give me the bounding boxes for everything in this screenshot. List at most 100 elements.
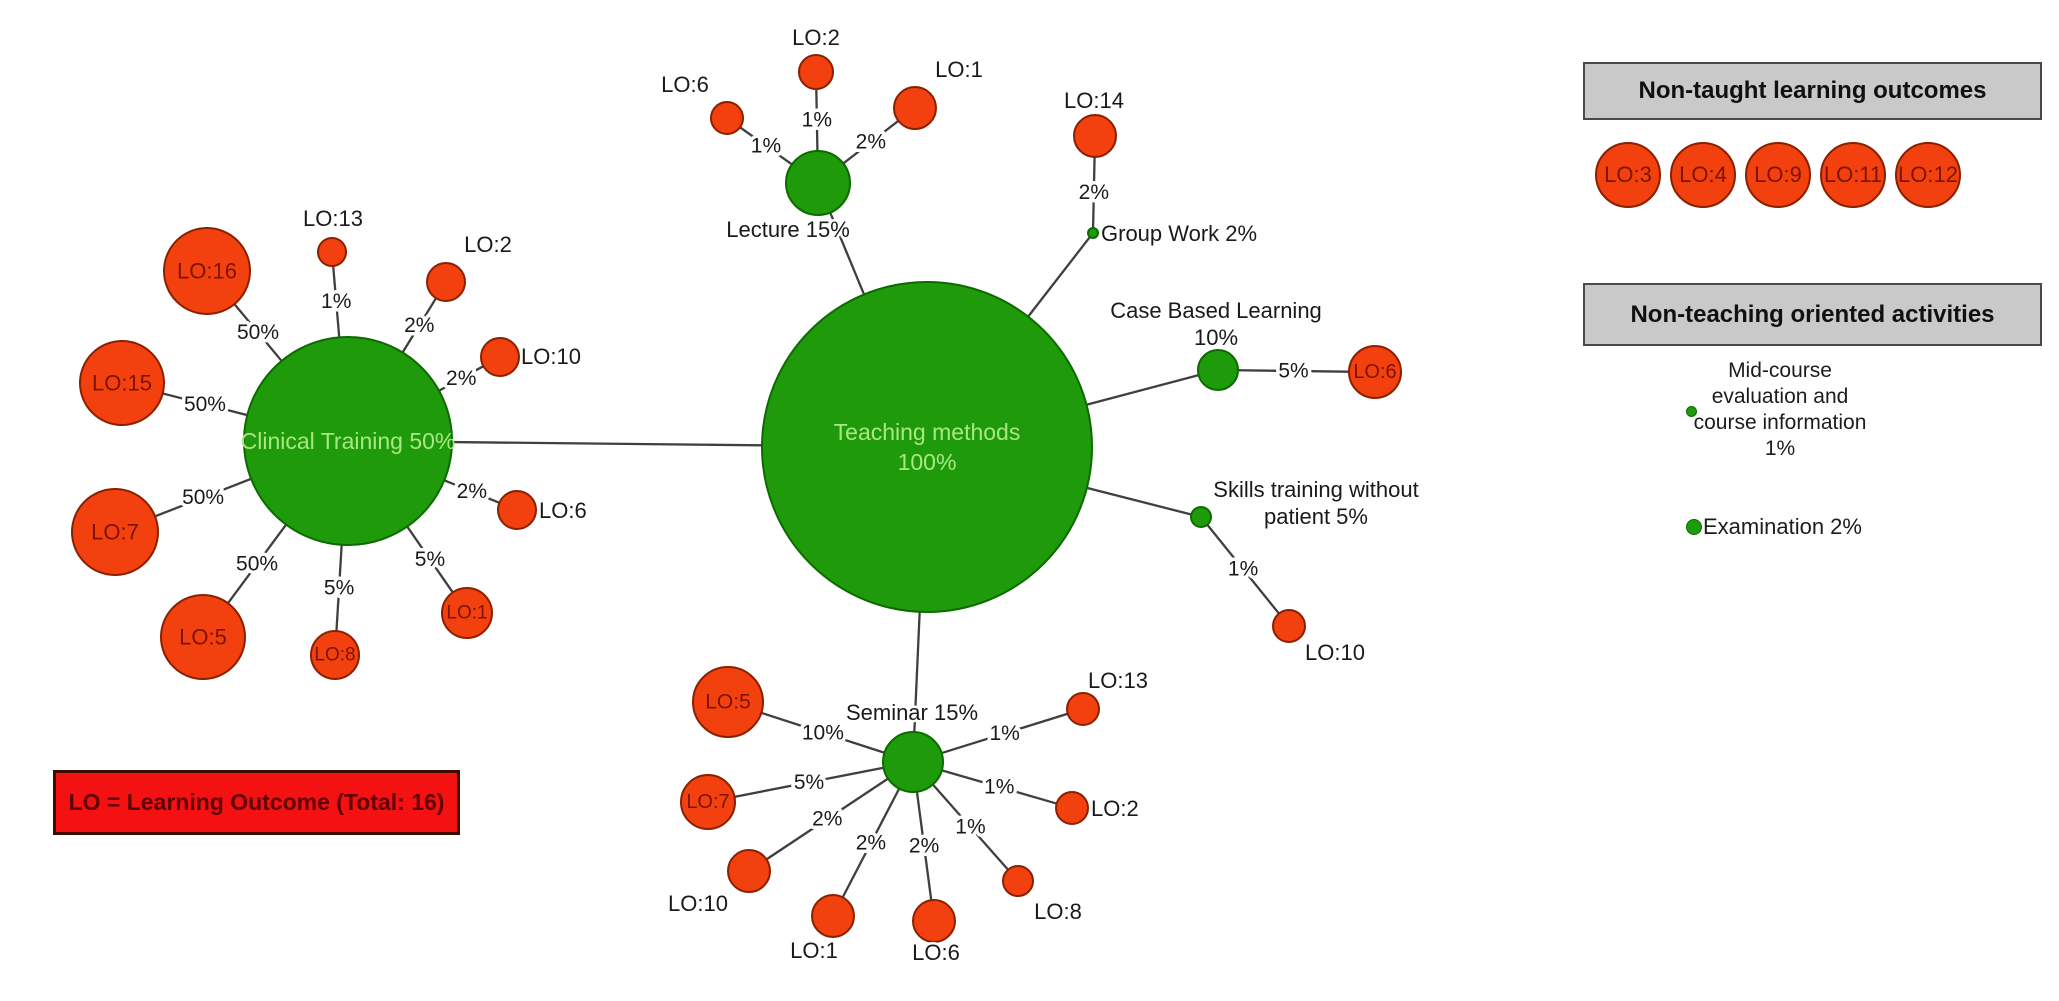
edge-seminar-lo10se [765, 777, 889, 861]
edge-teaching-clinical [451, 440, 763, 447]
node-lo16 [163, 227, 251, 315]
node-lo13s [1066, 692, 1100, 726]
edge-seminar-lo5s [760, 711, 885, 754]
edge-lecture-lo6l [739, 126, 793, 166]
node-lo8c [310, 630, 360, 680]
edge-teaching-lecture [829, 212, 866, 295]
node-lo1l [893, 86, 937, 130]
label-skills: Skills training without patient 5% [1213, 477, 1418, 529]
label-lo7c: LO:7 [91, 520, 139, 545]
node-clinical [243, 336, 453, 546]
edge-groupwork-lo14 [1091, 156, 1096, 229]
examination-dot-icon [1686, 519, 1702, 535]
node-lo6cb [1348, 345, 1402, 399]
edge-seminar-lo8s [931, 783, 1009, 871]
node-lo10s [1272, 609, 1306, 643]
node-lo6s [912, 899, 956, 943]
label-cbl: Case Based Learning 10% [1110, 298, 1322, 350]
edge-label-cbl-lo6cb: 5% [1278, 359, 1308, 382]
label-lo10s: LO:10 [1305, 640, 1365, 665]
node-lo10se [727, 849, 771, 893]
mid-course-item: Mid-course evaluation and course informa… [1660, 358, 1900, 462]
label-lo8s: LO:8 [1034, 899, 1082, 924]
node-lo7c [71, 488, 159, 576]
mid-course-dot-icon [1686, 406, 1697, 417]
label-lecture: Lecture 15% [726, 217, 850, 242]
mid-course-line-1: Mid-course [1728, 359, 1832, 382]
node-teaching [761, 281, 1093, 613]
edge-label-lecture-lo6l: 1% [751, 134, 781, 157]
edge-label-seminar-lo7s: 5% [794, 771, 824, 794]
label-lo2s: LO:2 [1091, 796, 1139, 821]
edge-seminar-lo1s [841, 788, 901, 898]
edge-clinical-lo10c [438, 365, 484, 392]
edge-label-lecture-lo1l: 2% [856, 131, 886, 154]
edge-skills-lo10s [1206, 524, 1280, 615]
node-lo1c [441, 587, 493, 639]
edge-teaching-skills [1086, 486, 1192, 516]
edge-cbl-lo6cb [1237, 369, 1350, 373]
label-lo14: LO:14 [1064, 88, 1124, 113]
edge-label-skills-lo10s: 1% [1228, 558, 1258, 581]
label-seminar: Seminar 15% [846, 700, 978, 725]
non-taught-circle-lo9: LO:9 [1745, 142, 1811, 208]
mid-course-line-2: evaluation and [1711, 385, 1849, 408]
edge-clinical-lo1c [406, 525, 454, 594]
label-lo1l: LO:1 [935, 57, 983, 82]
edge-label-clinical-lo2c: 2% [404, 314, 434, 337]
edge-label-clinical-lo16: 50% [237, 321, 279, 344]
node-seminar [882, 731, 944, 793]
label-lo13c: LO:13 [303, 206, 363, 231]
edge-label-seminar-lo13s: 1% [990, 722, 1020, 745]
edge-clinical-lo15 [162, 392, 248, 417]
panel-header-non-teaching: Non-teaching oriented activities [1583, 283, 2042, 346]
node-lo14 [1073, 114, 1117, 158]
edge-seminar-lo6s [915, 791, 933, 901]
node-lo5c [160, 594, 246, 680]
label-lo6l: LO:6 [661, 72, 709, 97]
label-lo16: LO:16 [177, 259, 237, 284]
node-lo2c [426, 262, 466, 302]
edge-label-clinical-lo15: 50% [184, 393, 226, 416]
edge-clinical-lo13c [332, 265, 341, 338]
node-groupwork [1087, 227, 1099, 239]
label-clinical: Clinical Training 50% [241, 428, 456, 454]
node-lo6c [497, 490, 537, 530]
edge-label-seminar-lo2s: 1% [984, 775, 1014, 798]
edge-clinical-lo2c [401, 297, 438, 354]
label-lo10se: LO:10 [668, 891, 728, 916]
edge-seminar-lo2s [941, 769, 1057, 805]
edge-label-clinical-lo1c: 5% [415, 548, 445, 571]
label-lo2l: LO:2 [792, 25, 840, 50]
label-lo8c: LO:8 [314, 645, 355, 666]
edge-label-clinical-lo13c: 1% [321, 290, 351, 313]
edge-clinical-lo16 [233, 303, 283, 362]
lo-legend-box: LO = Learning Outcome (Total: 16) [53, 770, 460, 835]
edge-clinical-lo6c [443, 479, 500, 504]
label-lo6s: LO:6 [912, 940, 960, 965]
label-lo7s: LO:7 [686, 791, 729, 813]
edge-label-seminar-lo8s: 1% [955, 816, 985, 839]
label-teaching: Teaching methods 100% [834, 419, 1021, 475]
panel-header-non-taught: Non-taught learning outcomes [1583, 62, 2042, 120]
edge-label-seminar-lo6s: 2% [909, 834, 939, 857]
label-lo15: LO:15 [92, 371, 152, 396]
edge-label-seminar-lo10se: 2% [812, 807, 842, 830]
node-lo5s [692, 666, 764, 738]
label-lo6c: LO:6 [539, 498, 587, 523]
edge-clinical-lo8c [335, 544, 343, 632]
non-taught-circle-lo12: LO:12 [1895, 142, 1961, 208]
node-lo10c [480, 337, 520, 377]
edge-clinical-lo5c [227, 523, 288, 604]
edge-label-lecture-lo2l: 1% [802, 109, 832, 132]
edge-label-clinical-lo5c: 50% [236, 552, 278, 575]
label-lo1s: LO:1 [790, 938, 838, 963]
label-groupwork: Group Work 2% [1101, 221, 1257, 246]
node-lo2s [1055, 791, 1089, 825]
node-lecture [785, 150, 851, 216]
node-lo2l [798, 54, 834, 90]
node-lo1s [811, 894, 855, 938]
edge-label-clinical-lo7c: 50% [182, 486, 224, 509]
